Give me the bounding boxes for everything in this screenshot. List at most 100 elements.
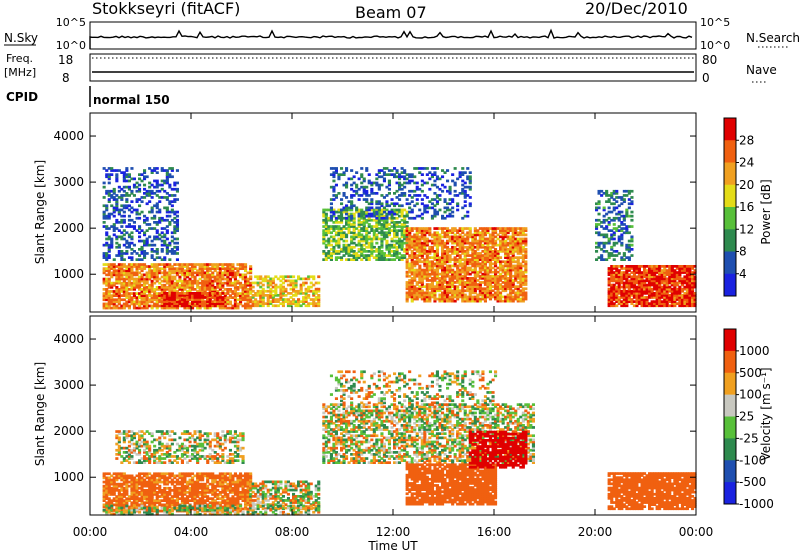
power-cell [115,281,119,285]
power-cell [365,233,369,237]
power-cell [236,294,240,297]
power-cell [193,300,197,303]
power-cell [362,229,366,232]
power-cell [413,237,417,241]
power-cell [186,271,190,275]
power-cell [281,294,285,297]
power-cell [362,256,366,259]
power-cell [329,202,333,206]
power-cell [499,256,503,259]
power-cell [115,194,119,197]
power-cell [438,194,442,197]
power-cell [385,223,389,226]
power-cell [191,279,195,283]
power-cell [420,243,424,247]
power-cell [163,296,167,299]
power-cell [405,274,409,278]
power-cell [448,185,452,189]
power-cell [413,239,417,243]
power-cell [370,237,374,241]
power-cell [332,221,336,224]
power-cell [168,200,172,203]
power-cell [352,175,356,179]
power-cell [112,302,116,306]
power-cell [387,245,391,249]
power-cell [307,304,311,308]
power-cell [160,243,164,247]
power-cell [441,256,445,259]
power-cell [418,281,422,284]
power-cell [168,258,172,261]
power-cell [127,304,131,308]
power-cell [342,250,346,253]
power-cell [425,299,429,303]
power-cell [266,289,270,293]
power-cell [178,292,182,295]
power-cell [266,285,270,289]
power-cell [117,292,121,295]
power-cell [130,248,134,251]
power-cell [105,206,109,210]
power-cell [170,194,174,197]
power-cell [135,252,139,255]
power-cell [153,290,157,293]
power-cell [120,304,124,308]
power-cell [153,275,157,279]
power-cell [410,200,414,203]
power-cell [453,299,457,303]
power-cell [451,279,455,282]
power-cell [115,275,119,279]
power-cell [304,296,308,299]
power-cell [418,270,422,274]
power-cell [130,288,134,291]
power-cell [228,290,232,293]
power-cell [337,241,341,245]
power-cell [410,250,414,253]
power-cell [110,263,114,266]
power-cell [365,235,369,239]
power-cell [365,231,369,235]
power-cell [155,250,159,253]
power-cell [173,296,177,299]
power-cell [418,285,422,288]
power-cell [125,200,129,203]
power-cell [105,302,109,306]
power-cell [365,256,369,259]
power-cell [105,192,109,195]
power-cell [105,214,109,218]
power-cell [403,208,407,212]
power-cell [175,296,179,299]
power-cell [153,296,157,299]
power-cell [178,283,182,287]
power-cell [183,263,187,266]
power-cell [180,265,184,268]
power-cell [186,292,190,295]
power-cell [122,206,126,210]
power-cell [138,189,142,193]
power-cell [244,281,248,285]
power-cell [340,229,344,232]
power-cell [165,275,169,279]
power-cell [196,273,200,277]
power-cell [216,302,220,305]
power-cell [370,245,374,249]
power-cell [145,237,149,241]
power-cell [385,235,389,239]
power-cell [173,300,177,303]
power-cell [466,210,470,214]
power-cell [314,281,318,285]
power-cell [168,175,172,179]
power-cell [372,212,376,216]
power-cell [390,221,394,224]
power-cell [163,263,167,266]
power-cell [105,252,109,255]
power-cell [211,294,215,297]
power-cell [175,229,179,232]
power-cell [120,237,124,241]
power-cell [115,218,119,222]
power-cell [236,263,240,266]
power-cell [175,187,179,191]
power-cell [375,233,379,237]
power-cell [153,273,157,277]
power-cell [451,291,455,295]
